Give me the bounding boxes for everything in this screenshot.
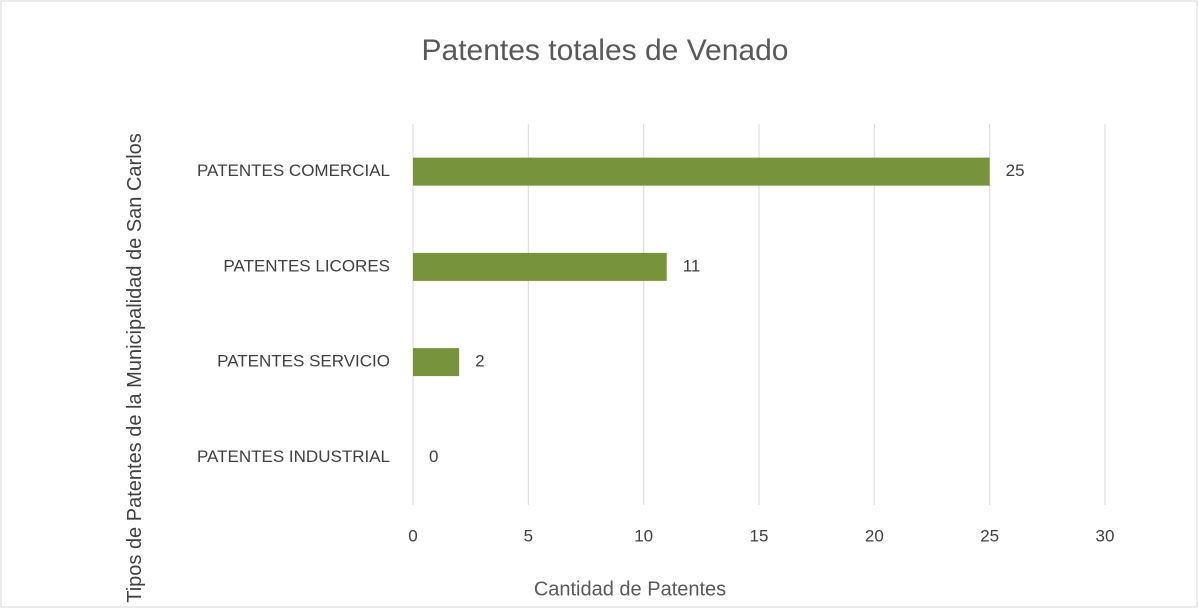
data-label: 11 <box>683 256 701 275</box>
bar <box>413 252 667 281</box>
y-tick-label: PATENTES SERVICIO <box>217 352 390 371</box>
x-tick-label: 5 <box>524 526 533 545</box>
chart-title: Patentes totales de Venado <box>422 34 789 67</box>
x-tick-label: 10 <box>634 526 653 545</box>
x-tick-label: 20 <box>865 526 884 545</box>
data-label: 2 <box>475 352 484 371</box>
x-tick-label: 25 <box>980 526 999 545</box>
y-tick-label: PATENTES LICORES <box>223 256 390 275</box>
x-axis-label: Cantidad de Patentes <box>534 578 726 600</box>
y-tick-label: PATENTES COMERCIAL <box>197 161 390 180</box>
x-tick-label: 30 <box>1096 526 1115 545</box>
x-tick-label: 15 <box>750 526 769 545</box>
y-tick-label: PATENTES INDUSTRIAL <box>197 447 390 466</box>
x-tick-label: 0 <box>408 526 417 545</box>
y-axis-label: Tipos de Patentes de la Municipalidad de… <box>124 133 146 603</box>
bar <box>413 348 460 377</box>
data-label: 25 <box>1006 161 1025 180</box>
data-label: 0 <box>429 447 438 466</box>
bar <box>413 157 990 186</box>
